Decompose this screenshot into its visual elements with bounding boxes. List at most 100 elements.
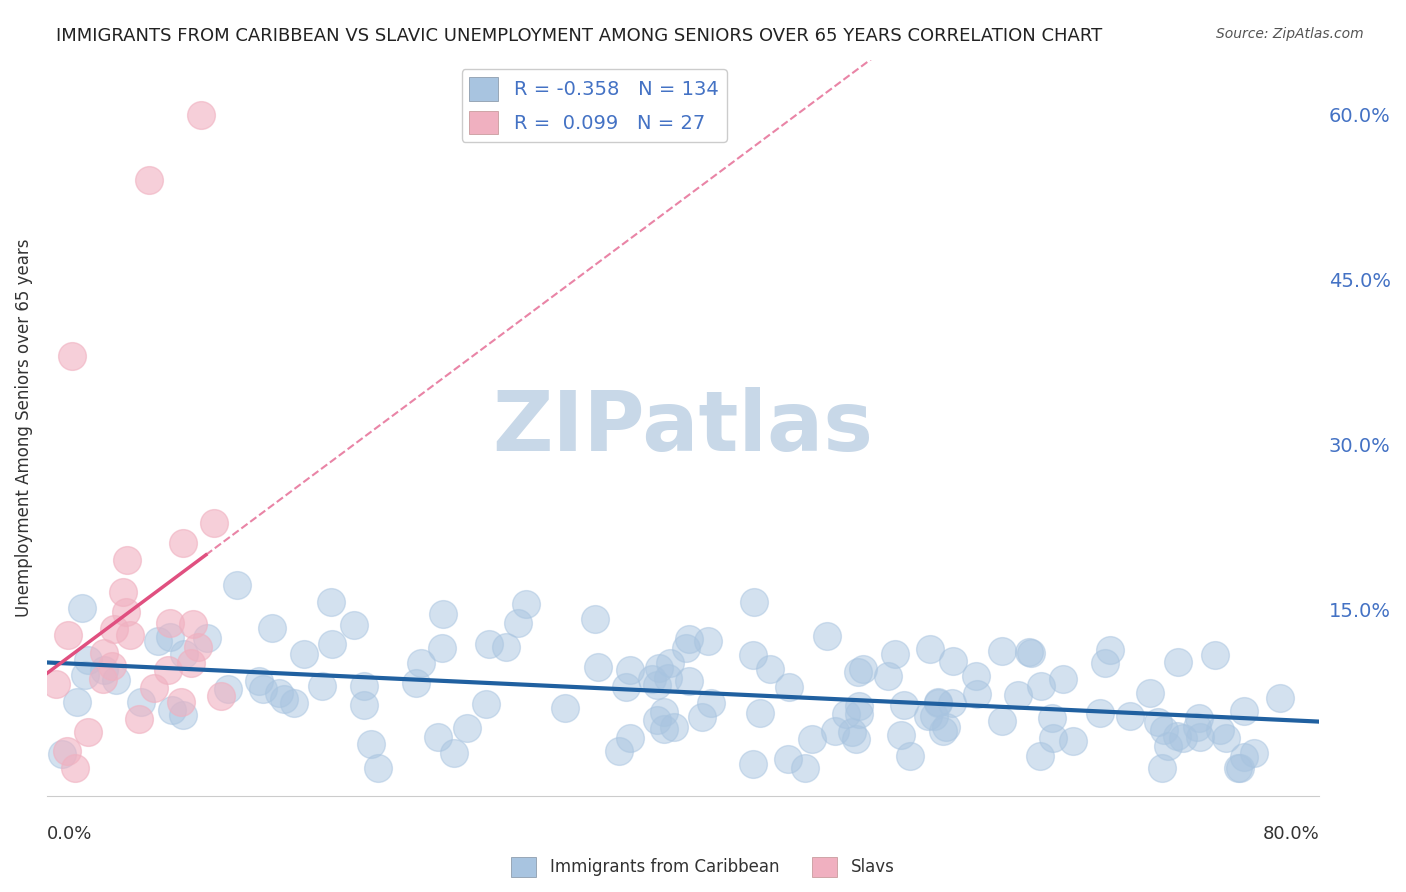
Point [353, 698, 375, 713]
Point [824, 724, 846, 739]
Point [51, 747, 73, 761]
Point [935, 720, 957, 734]
Point [103, 622, 125, 636]
Legend: Immigrants from Caribbean, Slavs: Immigrants from Caribbean, Slavs [505, 850, 901, 884]
Point [1243, 747, 1265, 761]
Point [699, 696, 721, 710]
Point [927, 696, 949, 710]
Point [58, 628, 80, 642]
Point [273, 692, 295, 706]
Point [1139, 686, 1161, 700]
Point [367, 761, 389, 775]
Point [1029, 748, 1052, 763]
Point [160, 703, 183, 717]
Point [690, 710, 713, 724]
Point [172, 536, 194, 550]
Point [941, 696, 963, 710]
Point [619, 731, 641, 745]
Point [319, 595, 342, 609]
Point [443, 746, 465, 760]
Point [1099, 643, 1122, 657]
Point [283, 696, 305, 710]
Point [138, 173, 160, 187]
Point [664, 720, 686, 734]
Point [920, 642, 942, 657]
Point [1233, 704, 1256, 718]
Point [475, 697, 498, 711]
Point [554, 701, 576, 715]
Point [990, 644, 1012, 658]
Point [1188, 711, 1211, 725]
Point [586, 659, 609, 673]
Point [353, 679, 375, 693]
Text: Source: ZipAtlas.com: Source: ZipAtlas.com [1216, 27, 1364, 41]
Point [778, 680, 800, 694]
Point [128, 713, 150, 727]
Point [1118, 708, 1140, 723]
Point [311, 679, 333, 693]
Point [1153, 723, 1175, 737]
Point [1185, 721, 1208, 735]
Point [495, 640, 517, 655]
Point [432, 607, 454, 621]
Point [104, 673, 127, 687]
Point [1189, 731, 1212, 745]
Point [1226, 761, 1249, 775]
Point [159, 630, 181, 644]
Point [260, 621, 283, 635]
Point [93, 663, 115, 677]
Point [430, 641, 453, 656]
Point [73, 668, 96, 682]
Point [1233, 750, 1256, 764]
Point [924, 709, 946, 723]
Point [815, 630, 838, 644]
Point [675, 640, 697, 655]
Point [1090, 706, 1112, 721]
Point [1171, 731, 1194, 746]
Point [427, 730, 450, 744]
Point [129, 695, 152, 709]
Point [877, 669, 900, 683]
Point [749, 706, 772, 720]
Point [1094, 656, 1116, 670]
Point [63, 761, 86, 775]
Point [942, 655, 965, 669]
Point [742, 648, 765, 662]
Point [852, 662, 875, 676]
Point [112, 585, 135, 599]
Point [619, 663, 641, 677]
Text: IMMIGRANTS FROM CARIBBEAN VS SLAVIC UNEMPLOYMENT AMONG SENIORS OVER 65 YEARS COR: IMMIGRANTS FROM CARIBBEAN VS SLAVIC UNEM… [56, 27, 1102, 45]
Point [1229, 761, 1251, 775]
Point [1204, 648, 1226, 662]
Point [893, 698, 915, 713]
Point [77, 724, 100, 739]
Point [226, 577, 249, 591]
Point [56, 744, 79, 758]
Point [66, 695, 89, 709]
Point [1052, 672, 1074, 686]
Point [91, 672, 114, 686]
Point [1021, 647, 1043, 661]
Point [834, 707, 856, 722]
Point [1042, 731, 1064, 745]
Point [917, 709, 939, 723]
Point [172, 707, 194, 722]
Point [846, 665, 869, 679]
Point [931, 724, 953, 739]
Point [848, 698, 870, 713]
Point [156, 663, 179, 677]
Point [645, 678, 668, 692]
Point [1268, 691, 1291, 706]
Point [848, 707, 870, 722]
Point [697, 633, 720, 648]
Point [1062, 734, 1084, 748]
Point [645, 714, 668, 728]
Point [801, 731, 824, 746]
Point [515, 597, 537, 611]
Point [190, 107, 212, 121]
Point [884, 647, 907, 661]
Point [456, 721, 478, 735]
Y-axis label: Unemployment Among Seniors over 65 years: Unemployment Among Seniors over 65 years [15, 238, 32, 617]
Point [648, 661, 671, 675]
Point [195, 632, 218, 646]
